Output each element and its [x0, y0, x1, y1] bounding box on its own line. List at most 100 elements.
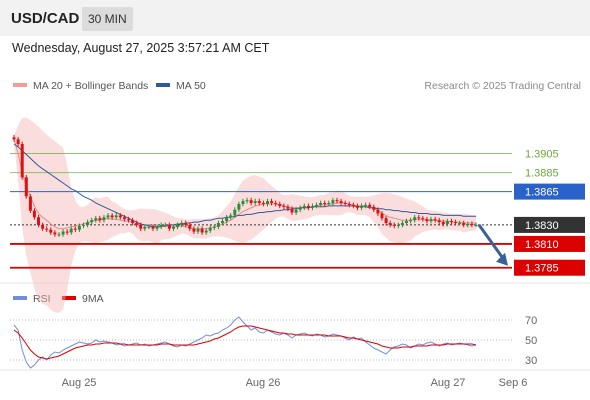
candle-body — [372, 206, 376, 210]
projection-arrow-head — [496, 252, 508, 266]
candle-body — [306, 205, 310, 208]
candle-body — [466, 224, 470, 225]
candles — [12, 134, 478, 237]
candle-body — [102, 217, 106, 221]
candle-body — [249, 200, 253, 204]
candle-body — [229, 215, 233, 218]
candle-body — [216, 223, 220, 227]
candle-body — [319, 203, 323, 205]
candle-body — [61, 231, 65, 235]
rsi-legend-9ma: 9MA — [62, 293, 104, 305]
candle-body — [405, 221, 408, 223]
candle-body — [118, 215, 122, 218]
price-legend-ma20: MA 20 + Bollinger Bands — [13, 80, 148, 92]
level-labels: 1.3905 1.3885 1.3865 1.3830 1.3810 1.3785 — [514, 149, 585, 276]
candle-body — [323, 203, 327, 204]
candle-body — [400, 223, 404, 225]
candle-body — [237, 204, 241, 210]
candle-body — [355, 205, 359, 208]
rsi-ma-swatch — [62, 296, 76, 301]
timestamp: Wednesday, August 27, 2025 3:57:21 AM CE… — [12, 41, 270, 55]
candle-body — [24, 177, 28, 197]
candle-body — [45, 228, 49, 230]
projection-arrow-shaft — [477, 224, 506, 261]
candle-body — [172, 226, 175, 229]
candle-body — [184, 223, 188, 225]
candle-body — [122, 217, 126, 220]
rsi-9ma-line — [13, 325, 477, 360]
candle-body — [360, 205, 363, 208]
candle-body — [396, 224, 400, 226]
candle-body — [192, 228, 196, 232]
candle-body — [331, 200, 335, 204]
candle-body — [49, 229, 53, 233]
candle-body — [274, 203, 278, 204]
price-legend-ma50: MA 50 — [156, 80, 206, 92]
candle-body — [253, 201, 257, 203]
candle-body — [69, 228, 73, 233]
candle-body — [196, 228, 200, 232]
candle-body — [233, 209, 237, 216]
level-label-1.3810: 1.3810 — [525, 239, 559, 251]
candle-body — [200, 228, 204, 233]
candle-body — [368, 204, 372, 207]
candle-body — [343, 203, 347, 204]
candle-body — [53, 232, 57, 235]
candle-body — [225, 217, 229, 222]
rsi-legend-rsi: RSI — [13, 293, 51, 305]
candle-body — [139, 224, 143, 229]
candle-body — [98, 218, 102, 221]
candle-body — [474, 224, 478, 226]
candle-body — [159, 224, 163, 227]
candle-body — [429, 219, 433, 222]
candle-body — [204, 230, 208, 233]
candle-body — [270, 201, 274, 203]
candle-body — [143, 226, 147, 229]
candle-body — [176, 224, 179, 227]
timeframe-button[interactable]: 30 MIN — [82, 7, 133, 31]
candle-body — [82, 224, 85, 226]
candle-body — [384, 218, 388, 223]
ma50-swatch — [156, 83, 170, 88]
candle-body — [409, 220, 413, 222]
ma50-line — [13, 143, 476, 228]
x-tick-label: Sep 6 — [499, 377, 528, 389]
candle-body — [454, 222, 458, 224]
candle-body — [437, 220, 441, 223]
candle-body — [65, 231, 69, 233]
candle-body — [462, 223, 466, 225]
candle-body — [266, 201, 269, 204]
candle-body — [351, 204, 355, 206]
x-tick-label: Aug 26 — [246, 377, 281, 389]
candle-body — [421, 218, 425, 220]
candle-body — [32, 210, 36, 218]
candle-body — [28, 196, 32, 211]
legend-ma50-label: MA 50 — [176, 80, 206, 92]
candle-body — [257, 201, 261, 203]
header-bar: USD/CAD 30 MIN — [0, 0, 590, 36]
candle-body — [180, 223, 184, 225]
candle-body — [339, 201, 343, 203]
candle-body — [110, 215, 114, 218]
candle-body — [135, 223, 139, 225]
candle-body — [302, 205, 306, 208]
candle-body — [147, 226, 151, 228]
candle-body — [441, 222, 445, 224]
candle-body — [131, 220, 135, 224]
candle-body — [114, 215, 118, 218]
candle-body — [16, 139, 20, 145]
candle-body — [86, 222, 90, 225]
candle-body — [290, 208, 294, 213]
candle-body — [380, 213, 384, 219]
candle-body — [167, 224, 171, 229]
candle-body — [212, 226, 216, 228]
candle-body — [327, 203, 331, 204]
candle-body — [433, 219, 437, 221]
candle-body — [278, 204, 282, 206]
x-tick-label: Aug 27 — [431, 377, 466, 389]
candle-body — [458, 223, 462, 224]
level-label-1.3905: 1.3905 — [525, 149, 559, 161]
x-tick-label: Aug 25 — [62, 377, 97, 389]
candle-body — [151, 226, 155, 229]
